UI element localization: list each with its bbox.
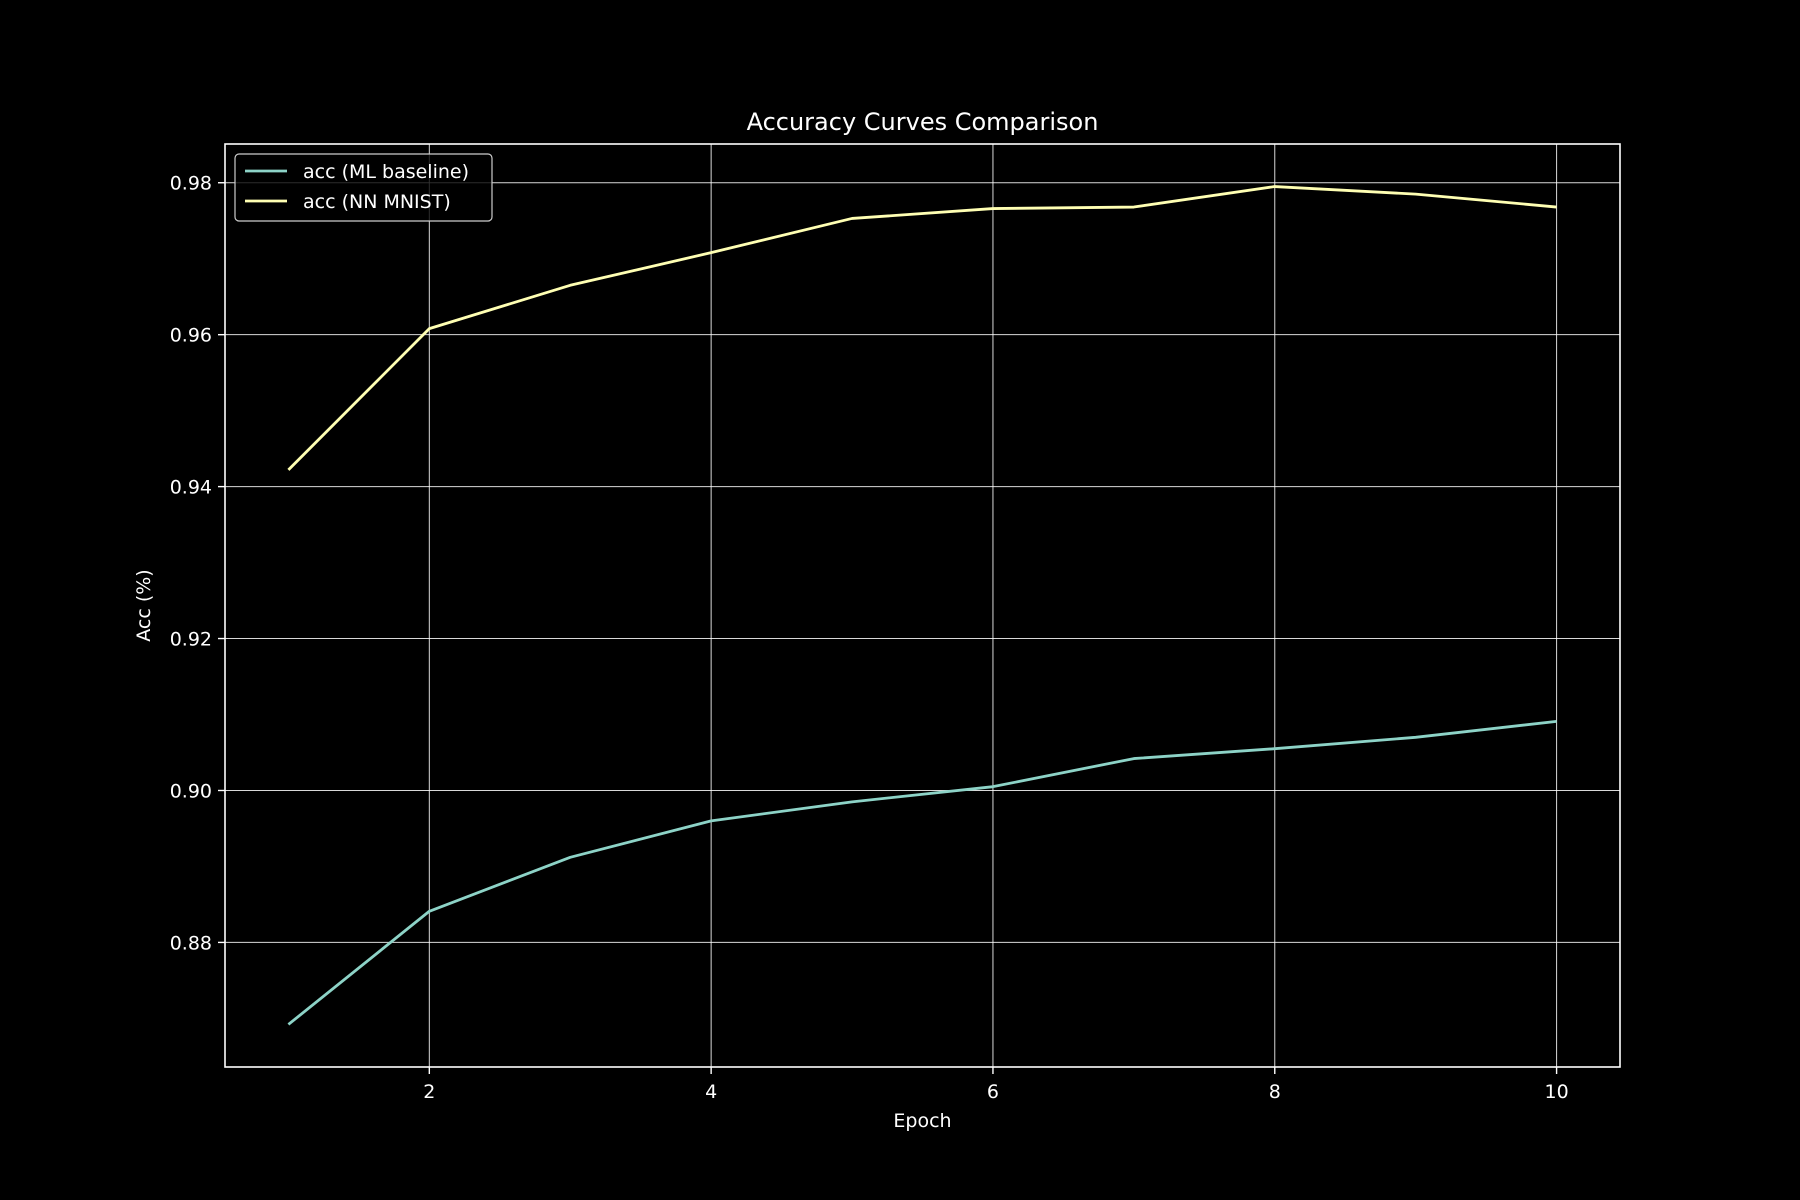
- y-tick-label: 0.94: [170, 477, 212, 499]
- legend-label-0: acc (ML baseline): [303, 161, 469, 183]
- tick-layer: 2 4 6 8 10 0.88 0.90 0.92 0.94 0.96 0.98: [170, 173, 1569, 1103]
- series-line-0: [287, 719, 1557, 1026]
- x-tick-label: 2: [423, 1081, 435, 1103]
- series-layer: [287, 185, 1557, 1026]
- series-line-1: [287, 185, 1557, 471]
- y-tick-label: 0.96: [170, 325, 212, 347]
- plot-frame: [224, 143, 1621, 1068]
- x-tick-label: 4: [705, 1081, 717, 1103]
- y-tick-label: 0.92: [170, 629, 212, 651]
- x-tick-label: 6: [987, 1081, 999, 1103]
- legend: acc (ML baseline) acc (NN MNIST): [234, 153, 493, 222]
- x-tick-label: 10: [1544, 1081, 1568, 1103]
- y-axis-label: Acc (%): [133, 569, 155, 641]
- legend-box: [234, 153, 493, 222]
- grid-layer: [225, 144, 1620, 1067]
- y-tick-label: 0.88: [170, 932, 212, 954]
- x-tick-label: 8: [1269, 1081, 1281, 1103]
- x-axis-label: Epoch: [893, 1110, 951, 1132]
- legend-label-1: acc (NN MNIST): [303, 191, 451, 213]
- y-tick-label: 0.98: [170, 173, 212, 195]
- y-tick-label: 0.90: [170, 780, 212, 802]
- chart-title: Accuracy Curves Comparison: [747, 108, 1099, 136]
